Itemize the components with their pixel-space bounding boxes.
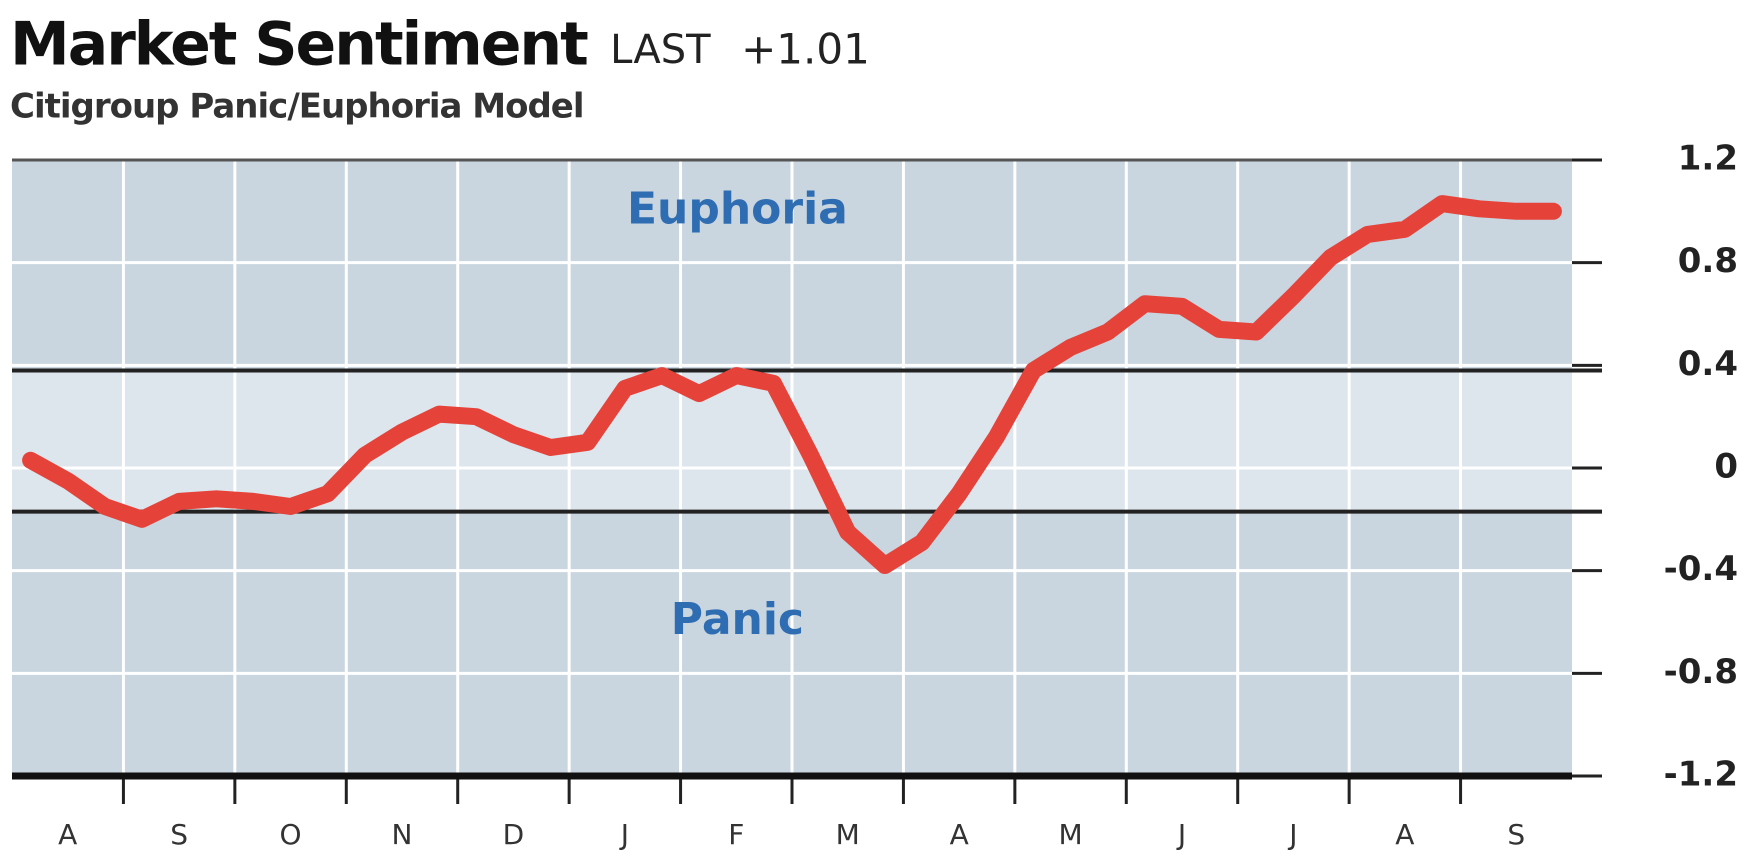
x-tick-label: A — [950, 818, 969, 851]
last-value: +1.01 — [741, 25, 870, 74]
sentiment-line — [22, 195, 1562, 574]
x-tick-label: O — [280, 818, 302, 851]
x-tick-label: F — [728, 818, 744, 851]
annotation: Panic — [671, 594, 804, 645]
y-tick-label: 0 — [1714, 447, 1738, 487]
x-tick-label: D — [503, 818, 525, 851]
chart-subtitle: Citigroup Panic/Euphoria Model — [10, 87, 584, 127]
y-tick-label: -0.8 — [1664, 652, 1738, 692]
x-tick-label: S — [1507, 818, 1525, 851]
y-tick-label: -1.2 — [1664, 755, 1738, 795]
x-tick-label: M — [836, 818, 860, 851]
y-tick-label: 0.8 — [1678, 241, 1738, 281]
x-tick-label: J — [1176, 818, 1186, 851]
y-tick-label: 1.2 — [1678, 139, 1738, 179]
x-tick-label: N — [392, 818, 413, 851]
y-tick-label: -0.4 — [1664, 549, 1738, 589]
chart-title: Market Sentiment — [10, 10, 588, 80]
x-tick-label: S — [170, 818, 188, 851]
x-tick-label: A — [58, 818, 77, 851]
annotation: Euphoria — [627, 183, 848, 234]
x-tick-label: A — [1395, 818, 1414, 851]
x-tick-label: J — [1287, 818, 1297, 851]
x-tick-label: J — [619, 818, 629, 851]
x-tick-label: M — [1058, 818, 1082, 851]
last-label: LAST — [610, 27, 711, 73]
y-tick-label: 0.4 — [1678, 344, 1738, 384]
